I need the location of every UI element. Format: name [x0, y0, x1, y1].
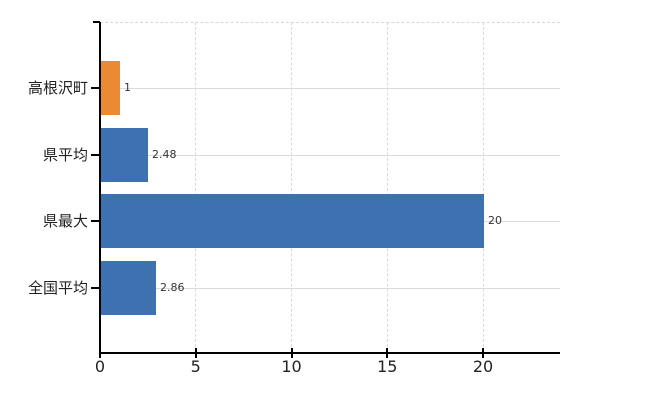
- bar-2: [101, 128, 148, 182]
- x-axis-tick-label: 0: [94, 357, 106, 376]
- category-label: 高根沢町: [27, 79, 88, 97]
- bar-3: [101, 194, 484, 248]
- plot-top-border: [100, 22, 560, 23]
- horizontal-gridline: [101, 88, 560, 89]
- vertical-gridline: [195, 22, 197, 352]
- category-label: 県平均: [42, 146, 88, 164]
- vertical-gridline: [386, 22, 388, 352]
- horizontal-gridline: [101, 155, 560, 156]
- x-axis-line: [99, 352, 560, 354]
- category-label: 全国平均: [27, 279, 88, 297]
- vertical-gridline: [482, 22, 484, 352]
- bar-value-label: 20: [488, 214, 502, 227]
- x-axis-tick-label: 20: [472, 357, 494, 376]
- y-axis-category-tick: [91, 287, 99, 289]
- vertical-gridline: [291, 22, 292, 352]
- x-axis-tick-label: 5: [190, 357, 201, 376]
- horizontal-gridline: [101, 288, 560, 289]
- x-axis-tick: [99, 348, 101, 358]
- x-axis-tick: [482, 348, 484, 358]
- bar-4: [101, 261, 156, 315]
- bar-value-label: 2.86: [160, 281, 185, 294]
- bar-1: [101, 61, 120, 115]
- category-label: 県最大: [42, 212, 88, 230]
- bar-value-label: 1: [124, 81, 131, 94]
- x-axis-tick: [194, 348, 197, 358]
- y-axis-top-tick: [93, 21, 100, 23]
- x-axis-tick-label: 10: [281, 357, 302, 376]
- x-axis-tick-label: 15: [377, 357, 398, 376]
- y-axis-category-tick: [91, 154, 99, 156]
- x-axis-tick: [290, 348, 293, 358]
- y-axis-line: [99, 22, 101, 354]
- y-axis-category-tick: [91, 87, 99, 89]
- x-axis-tick: [386, 348, 389, 358]
- y-axis-category-tick: [91, 220, 99, 222]
- bar-value-label: 2.48: [152, 148, 177, 161]
